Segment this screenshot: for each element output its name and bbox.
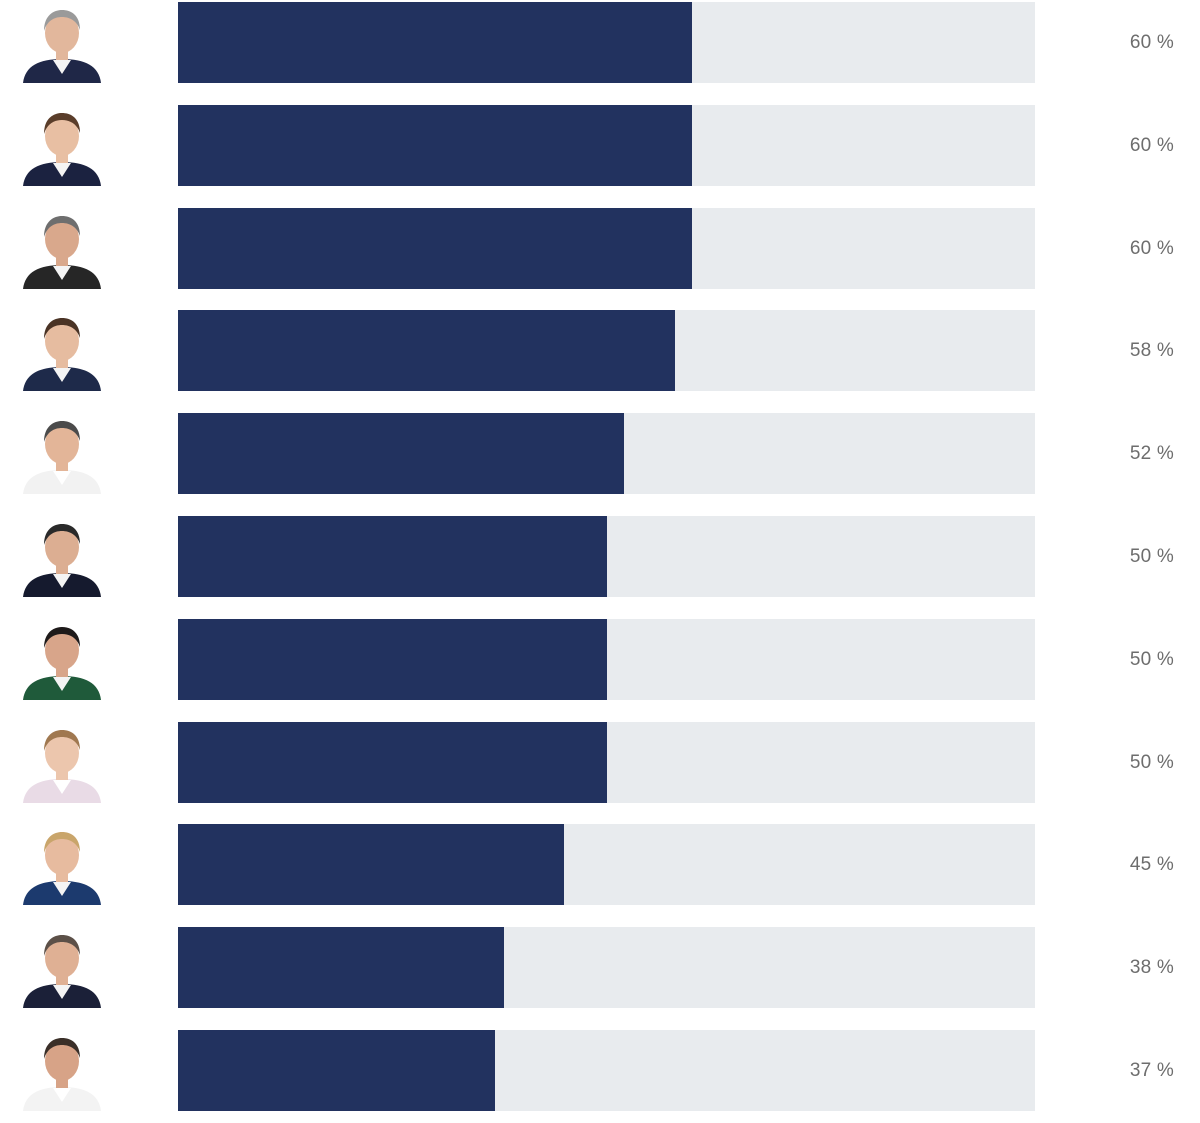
avatar-portrait-man-gray-hair-suit xyxy=(21,2,103,83)
avatar-portrait-woman-green-jacket xyxy=(21,619,103,700)
bar-track xyxy=(178,2,1035,83)
data-label: 50 % xyxy=(1129,546,1174,567)
chart-row: 52 % xyxy=(0,413,1200,495)
bar xyxy=(178,413,624,495)
bar xyxy=(178,104,693,186)
bar xyxy=(178,1030,496,1111)
bar-track xyxy=(178,1030,1035,1111)
chart-row: 38 % xyxy=(0,927,1200,1009)
avatar-portrait-man-suit xyxy=(21,310,103,392)
bar-track xyxy=(178,516,1035,597)
data-label: 60 % xyxy=(1129,134,1174,156)
bar xyxy=(178,310,676,392)
data-label: 60 % xyxy=(1129,237,1174,259)
bar-track xyxy=(178,618,1035,700)
chart-row: 37 % xyxy=(0,1030,1200,1111)
bar xyxy=(178,927,504,1009)
bar xyxy=(178,618,607,700)
chart-row: 50 % xyxy=(0,721,1200,803)
avatar-portrait-man-white-shirt xyxy=(21,1030,103,1111)
bar xyxy=(178,721,607,803)
data-label: 60 % xyxy=(1129,32,1174,53)
data-label: 52 % xyxy=(1129,443,1174,465)
bar-track xyxy=(178,927,1035,1009)
bar-track xyxy=(178,721,1035,803)
avatar-portrait-man-blond-suit xyxy=(21,824,103,906)
bar-track xyxy=(178,824,1035,906)
data-label: 38 % xyxy=(1129,957,1174,979)
chart-row: 60 % xyxy=(0,104,1200,186)
data-label: 58 % xyxy=(1129,340,1174,362)
bar-track xyxy=(178,104,1035,186)
avatar-portrait-man-glasses-white-shirt xyxy=(21,413,103,495)
chart-row: 60 % xyxy=(0,207,1200,289)
bar xyxy=(178,2,693,83)
bar xyxy=(178,207,693,289)
avatar-portrait-man-smiling-suit xyxy=(21,105,103,186)
chart-row: 45 % xyxy=(0,824,1200,906)
chart-row: 58 % xyxy=(0,310,1200,392)
avatar-portrait-man-beard-glasses xyxy=(21,208,103,289)
bar-track xyxy=(178,207,1035,289)
data-label: 50 % xyxy=(1129,751,1174,773)
chart-row: 50 % xyxy=(0,618,1200,700)
bar-track xyxy=(178,310,1035,392)
data-label: 50 % xyxy=(1129,648,1174,670)
data-label: 37 % xyxy=(1129,1060,1174,1081)
bar xyxy=(178,824,564,906)
chart-row: 60 % xyxy=(0,2,1200,83)
avatar-portrait-woman-glasses xyxy=(21,722,103,803)
data-label: 45 % xyxy=(1129,854,1174,876)
bar xyxy=(178,516,607,597)
avatar-portrait-man-dark-suit xyxy=(21,516,103,597)
chart-row: 50 % xyxy=(0,516,1200,597)
bar-track xyxy=(178,413,1035,495)
avatar-portrait-man-bald-glasses xyxy=(21,927,103,1009)
